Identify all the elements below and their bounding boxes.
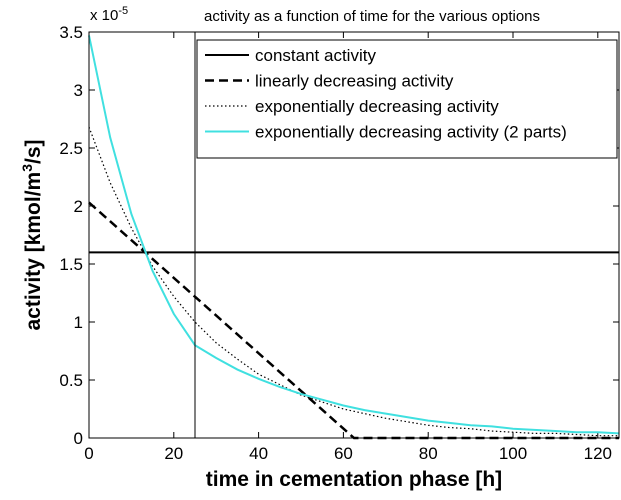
x-tick-label: 120 [584,444,612,463]
y-tick-label: 3 [74,81,83,100]
plot-frame [88,31,620,439]
y-tick-label: 1.5 [59,255,83,274]
x-tick-label: 100 [499,444,527,463]
y-tick-label: 2.5 [59,139,83,158]
legend-box [196,39,618,159]
legend-label: exponentially decreasing activity (2 par… [255,123,567,142]
y-tick-label: 0.5 [59,371,83,390]
series-line [88,35,620,435]
y-tick-label: 2 [74,197,83,216]
x-tick-label: 40 [249,444,268,463]
x-tick-label: 80 [419,444,438,463]
y-tick-label: 1 [74,313,83,332]
chart-title: activity as a function of time for the v… [204,8,540,25]
y-multiplier: x 10-5 [90,5,128,24]
y-tick-label: 0 [74,429,83,448]
x-tick-label: 20 [164,444,183,463]
series-line [88,126,619,437]
legend-label: exponentially decreasing activity [255,97,499,116]
y-axis-label: activity [kmol/m3/s] [19,139,45,330]
x-tick-label: 0 [84,444,93,463]
legend-label: linearly decreasing activity [255,72,454,91]
legend-label: constant activity [255,46,376,65]
y-tick-label: 3.5 [59,23,83,42]
x-tick-label: 60 [334,444,353,463]
x-axis-label: time in cementation phase [h] [206,468,502,491]
